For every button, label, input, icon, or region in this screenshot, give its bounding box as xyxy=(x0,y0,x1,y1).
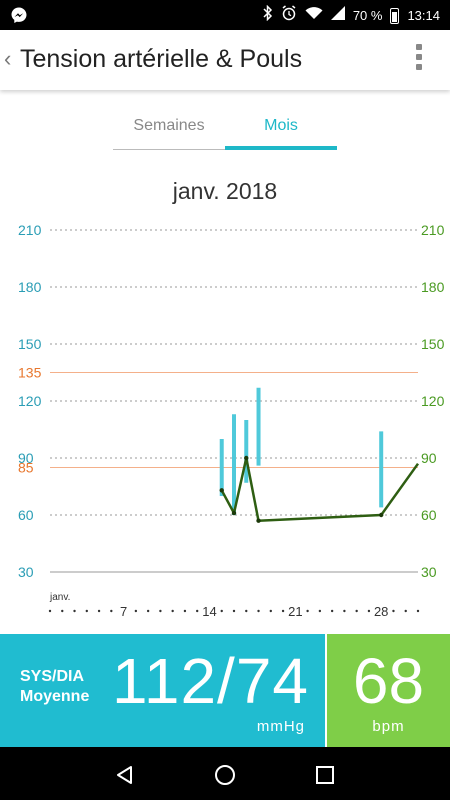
x-day-dot xyxy=(97,609,101,613)
y-tick-label-right: 150 xyxy=(421,336,445,352)
x-day-dot xyxy=(392,609,395,613)
pulse-point xyxy=(244,455,249,461)
x-day-dot xyxy=(159,609,162,613)
status-bar: 70 % 13:14 xyxy=(0,0,450,30)
x-day-dot xyxy=(61,609,64,613)
app-bar: ‹ Tension artérielle & Pouls xyxy=(0,30,450,90)
clock-time: 13:14 xyxy=(407,7,440,23)
x-day-dot xyxy=(306,609,309,613)
y-tick-label-left: 60 xyxy=(18,507,34,523)
page-title: Tension artérielle & Pouls xyxy=(20,45,303,73)
pulse-point xyxy=(256,518,261,523)
bp-unit: mmHg xyxy=(256,718,305,735)
tab-month[interactable]: Mois xyxy=(225,110,337,150)
y-tick-label-right: 60 xyxy=(421,507,437,523)
x-tick-label: 14 xyxy=(202,604,216,619)
x-day-dot xyxy=(245,609,248,613)
bp-average-value: 112/74 xyxy=(112,645,309,717)
more-vert-icon[interactable] xyxy=(414,44,424,76)
bp-pulse-chart: 210 210 180 180 150 150 120 120 90 90 60 60 30 30 135 8… xyxy=(0,215,450,620)
x-day-dot xyxy=(85,609,89,613)
x-tick-label: 7 xyxy=(120,604,127,619)
y-tick-label-right: 180 xyxy=(421,279,445,295)
bluetooth-icon xyxy=(263,4,273,26)
x-day-dot xyxy=(73,609,76,613)
x-tick-label: 21 xyxy=(288,604,302,619)
wifi-icon xyxy=(305,6,323,25)
x-day-dot xyxy=(404,609,407,613)
x-tick-label: janv. xyxy=(49,592,70,603)
x-day-dot xyxy=(343,609,346,613)
chevron-left-icon[interactable]: ‹ xyxy=(4,46,12,71)
period-tabs: Semaines Mois xyxy=(113,110,337,150)
x-day-dot xyxy=(134,609,138,613)
system-nav-bar xyxy=(0,747,450,800)
x-day-dot xyxy=(232,609,236,613)
x-day-dot xyxy=(318,609,322,613)
threshold-label: 85 xyxy=(18,460,34,476)
y-tick-label-left: 210 xyxy=(18,222,42,238)
pulse-point xyxy=(379,512,384,518)
bp-label-average: Moyenne xyxy=(20,688,90,705)
x-tick-label: 28 xyxy=(374,604,388,619)
month-label: janv. 2018 xyxy=(172,178,278,204)
y-tick-label-left: 150 xyxy=(18,336,42,352)
home-circle-icon[interactable] xyxy=(213,763,237,787)
x-day-dot xyxy=(355,609,358,613)
x-day-dot xyxy=(183,609,187,613)
x-day-dot xyxy=(330,609,334,613)
x-day-dot xyxy=(110,609,113,613)
x-day-dot xyxy=(257,609,260,613)
recents-square-icon[interactable] xyxy=(313,763,337,787)
pulse-unit: bpm xyxy=(372,718,405,735)
x-day-dot xyxy=(269,609,272,613)
y-tick-label-left: 120 xyxy=(18,393,42,409)
x-day-dot xyxy=(220,609,223,613)
y-tick-label-left: 30 xyxy=(18,564,34,580)
x-day-dot xyxy=(146,609,150,613)
x-day-dot xyxy=(416,609,420,613)
y-tick-label-left: 180 xyxy=(18,279,42,295)
y-tick-label-left: 90 xyxy=(18,450,34,466)
x-day-dot xyxy=(48,609,52,613)
pulse-point xyxy=(219,488,224,493)
chart-svg: 210 210 180 180 150 150 120 120 90 90 60 60 30 30 135 8… xyxy=(18,222,445,619)
y-tick-label-right: 30 xyxy=(421,564,437,580)
messenger-icon xyxy=(10,6,28,27)
x-day-dot xyxy=(281,609,285,613)
y-tick-label-right: 120 xyxy=(421,393,445,409)
x-day-dot xyxy=(367,609,371,613)
battery-icon xyxy=(390,7,400,24)
bp-label-sysdia: SYS/DIA xyxy=(20,668,85,685)
threshold-label: 135 xyxy=(18,365,42,381)
pulse-summary-panel: 68 bpm xyxy=(327,634,450,747)
x-day-dot xyxy=(196,609,199,613)
y-tick-label-right: 90 xyxy=(421,450,437,466)
back-triangle-icon[interactable] xyxy=(113,763,137,787)
x-day-dot xyxy=(171,609,174,613)
pulse-average-value: 68 xyxy=(352,645,425,717)
pulse-point xyxy=(231,510,237,516)
signal-text: 70 % xyxy=(352,7,383,23)
bp-summary-panel: SYS/DIA Moyenne 112/74 mmHg xyxy=(0,634,325,747)
tab-weeks[interactable]: Semaines xyxy=(113,110,225,150)
pulse-line xyxy=(220,456,420,522)
signal-icon xyxy=(330,6,345,25)
y-tick-label-right: 210 xyxy=(421,222,445,238)
alarm-icon xyxy=(281,5,297,26)
